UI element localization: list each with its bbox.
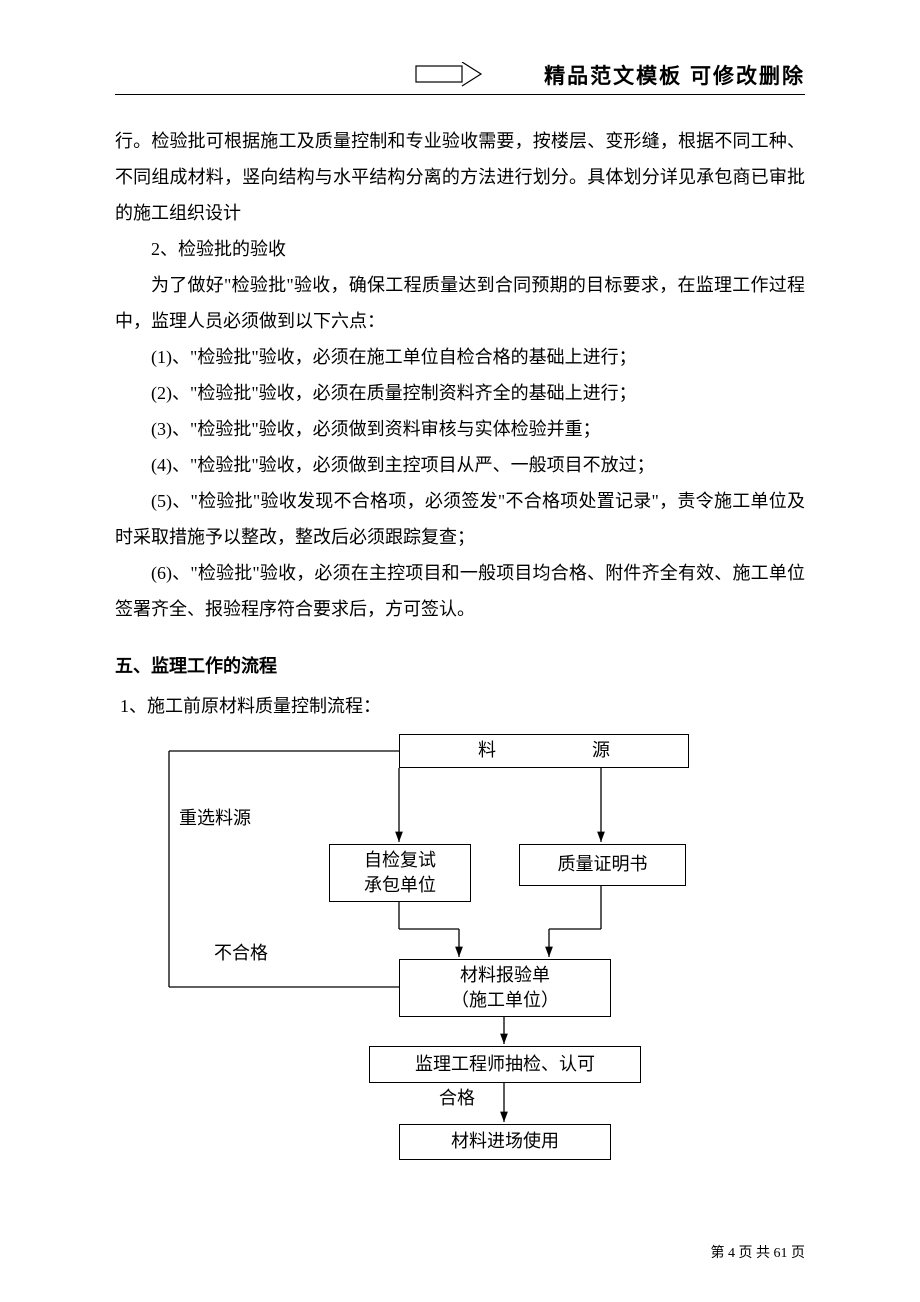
flow-label: 源 (592, 738, 610, 763)
flow-node-use: 材料进场使用 (399, 1124, 611, 1160)
section-title: 五、监理工作的流程 (115, 652, 805, 678)
paragraph: (6)、"检验批"验收，必须在主控项目和一般项目均合格、附件齐全有效、施工单位签… (115, 555, 805, 627)
paragraph: (3)、"检验批"验收，必须做到资料审核与实体检验并重； (115, 411, 805, 447)
paragraph: 为了做好"检验批"验收，确保工程质量达到合同预期的目标要求，在监理工作过程中，监… (115, 267, 805, 339)
paragraph: 行。检验批可根据施工及质量控制和专业验收需要，按楼层、变形缝，根据不同工种、不同… (115, 123, 805, 231)
flow-label: 承包单位 (364, 873, 436, 898)
footer-mid: 页 共 (735, 1246, 774, 1261)
flow-label: 材料进场使用 (451, 1129, 559, 1154)
flow-label-pass: 合格 (439, 1084, 475, 1110)
footer-page-total: 61 (774, 1246, 788, 1261)
paragraph: (2)、"检验批"验收，必须在质量控制资料齐全的基础上进行； (115, 375, 805, 411)
paragraph: (1)、"检验批"验收，必须在施工单位自检合格的基础上进行； (115, 339, 805, 375)
page-footer: 第 4 页 共 61 页 (711, 1242, 806, 1262)
flow-label: 自检复试 (364, 848, 436, 873)
paragraph: (5)、"检验批"验收发现不合格项，必须签发"不合格项处置记录"，责令施工单位及… (115, 483, 805, 555)
flow-label-fail: 不合格 (214, 939, 268, 965)
flow-label: 料 (478, 738, 496, 763)
footer-suffix: 页 (788, 1246, 806, 1261)
paragraph: (4)、"检验批"验收，必须做到主控项目从严、一般项目不放过； (115, 447, 805, 483)
arrow-icon (415, 62, 485, 93)
flow-label: 监理工程师抽检、认可 (415, 1052, 595, 1077)
paragraph: 2、检验批的验收 (115, 231, 805, 267)
footer-page-current: 4 (728, 1246, 735, 1261)
flow-node-submit: 材料报验单 （施工单位） (399, 959, 611, 1017)
section-subtitle: 1、施工前原材料质量控制流程： (120, 688, 805, 724)
flow-label: 质量证明书 (558, 852, 648, 877)
flow-label: 材料报验单 (460, 963, 550, 988)
flow-node-source: 料 源 (399, 734, 689, 768)
body-text: 行。检验批可根据施工及质量控制和专业验收需要，按楼层、变形缝，根据不同工种、不同… (115, 123, 805, 627)
flow-label: （施工单位） (451, 988, 559, 1013)
header-title: 精品范文模板 可修改删除 (544, 65, 805, 88)
flow-node-cert: 质量证明书 (519, 844, 686, 886)
flow-label-reselect: 重选料源 (179, 804, 251, 830)
page: 精品范文模板 可修改删除 行。检验批可根据施工及质量控制和专业验收需要，按楼层、… (0, 0, 920, 1302)
flow-node-check: 监理工程师抽检、认可 (369, 1046, 641, 1083)
page-header: 精品范文模板 可修改删除 (115, 60, 805, 95)
flowchart: 料 源 重选料源 自检复试 承包单位 质量证明书 不合格 材料报验单 （施工单位… (139, 734, 699, 1164)
footer-prefix: 第 (711, 1246, 729, 1261)
flow-node-selftest: 自检复试 承包单位 (329, 844, 471, 902)
